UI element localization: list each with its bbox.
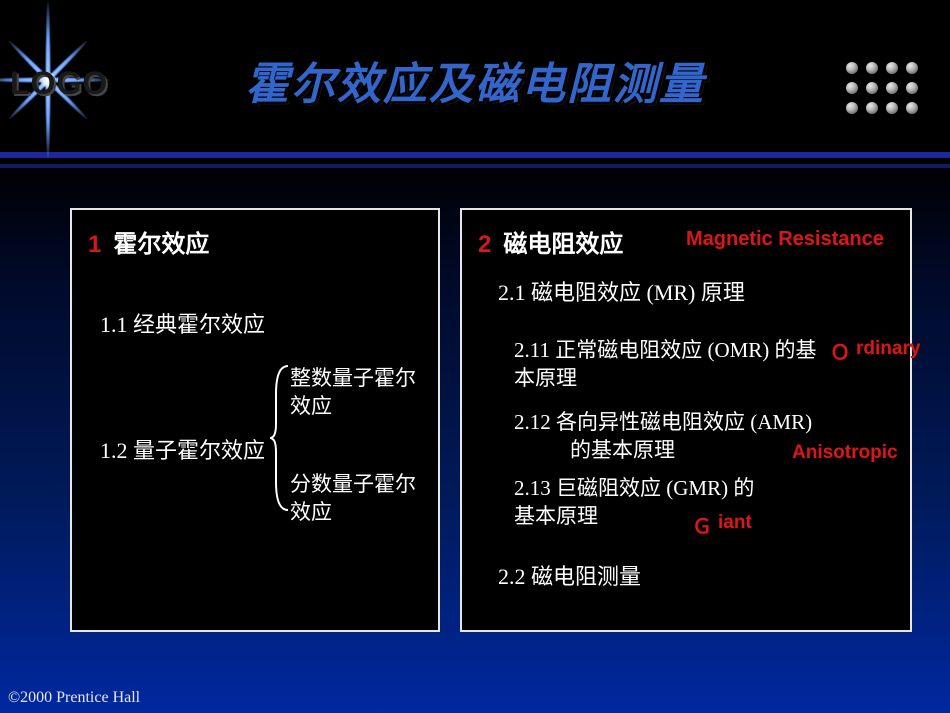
- branch-fraction-qhe: 分数量子霍尔效应: [290, 470, 430, 527]
- section-2-2: 2.2 磁电阻测量: [498, 562, 641, 592]
- section-2-number: 2: [478, 231, 491, 258]
- section-2-1-1: 2.11 正常磁电阻效应 (OMR) 的基本原理: [514, 336, 834, 393]
- brace-icon: [270, 364, 290, 512]
- section-2-1: 2.1 磁电阻效应 (MR) 原理: [498, 278, 745, 308]
- section-2-1-2-line1: 2.12 各向异性磁电阻效应 (AMR): [514, 408, 812, 436]
- annot-o-letter: Ｏ: [830, 336, 850, 365]
- section-2-1-2-line2: 的基本原理: [570, 436, 675, 464]
- slide-title: 霍尔效应及磁电阻测量: [0, 48, 950, 112]
- slide-title-text: 霍尔效应及磁电阻测量: [245, 60, 705, 109]
- section-1-heading: 1 霍尔效应: [88, 224, 422, 259]
- section-1-number: 1: [88, 231, 101, 258]
- section-1-2: 1.2 量子霍尔效应: [100, 436, 265, 466]
- section-1-label: 霍尔效应: [113, 232, 209, 258]
- annot-ordinary: rdinary: [856, 338, 920, 360]
- section-2-label: 磁电阻效应: [503, 232, 623, 258]
- panel-section-2: 2 磁电阻效应 Magnetic Resistance 2.1 磁电阻效应 (M…: [460, 208, 912, 632]
- panel-section-1: 1 霍尔效应 1.1 经典霍尔效应 1.2 量子霍尔效应 整数量子霍尔效应 分数…: [70, 208, 440, 632]
- header-rule-bottom: [0, 164, 950, 168]
- annot-magnetic-resistance: Magnetic Resistance: [686, 228, 884, 251]
- header-rule-top: [0, 152, 950, 158]
- annot-giant: iant: [718, 512, 752, 534]
- copyright-footer: ©2000 Prentice Hall: [8, 689, 140, 707]
- annot-anisotropic: Anisotropic: [792, 442, 898, 464]
- annot-g-letter: Ｇ: [692, 510, 712, 539]
- section-1-1: 1.1 经典霍尔效应: [100, 310, 265, 340]
- branch-integer-qhe: 整数量子霍尔效应: [290, 364, 430, 421]
